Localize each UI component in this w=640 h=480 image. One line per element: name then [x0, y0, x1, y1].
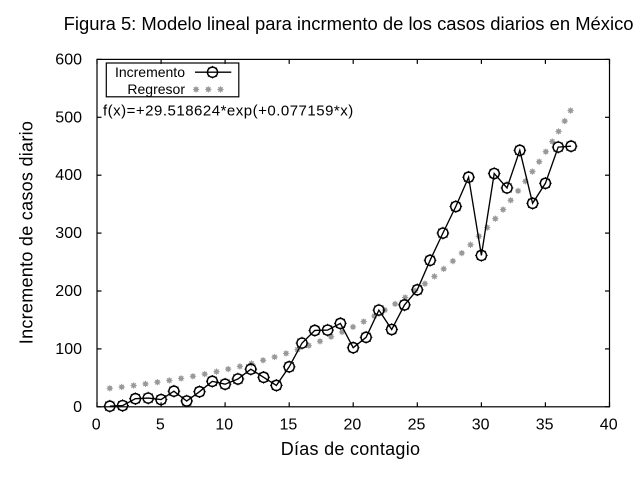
svg-text:f(x)=+29.518624*exp(+0.077159*: f(x)=+29.518624*exp(+0.077159*x) [103, 103, 354, 120]
svg-text:100: 100 [55, 341, 82, 358]
svg-text:0: 0 [73, 399, 82, 416]
svg-text:40: 40 [600, 417, 618, 434]
svg-text:600: 600 [55, 51, 82, 68]
svg-text:200: 200 [55, 283, 82, 300]
svg-text:0: 0 [92, 417, 101, 434]
svg-text:35: 35 [536, 417, 554, 434]
svg-text:300: 300 [55, 225, 82, 242]
svg-text:30: 30 [472, 417, 490, 434]
svg-text:10: 10 [215, 417, 233, 434]
svg-text:400: 400 [55, 167, 82, 184]
svg-text:5: 5 [156, 417, 165, 434]
svg-text:500: 500 [55, 109, 82, 126]
svg-text:25: 25 [408, 417, 426, 434]
svg-text:20: 20 [344, 417, 362, 434]
svg-text:Figura 5: Modelo lineal para i: Figura 5: Modelo lineal para incrmento d… [64, 13, 634, 34]
svg-text:15: 15 [280, 417, 298, 434]
svg-text:Incremento: Incremento [115, 64, 185, 80]
svg-text:Días de contagio: Días de contagio [281, 439, 421, 459]
svg-text:Regresor: Regresor [127, 81, 185, 97]
svg-text:Incremento de casos diario: Incremento de casos diario [17, 121, 37, 344]
